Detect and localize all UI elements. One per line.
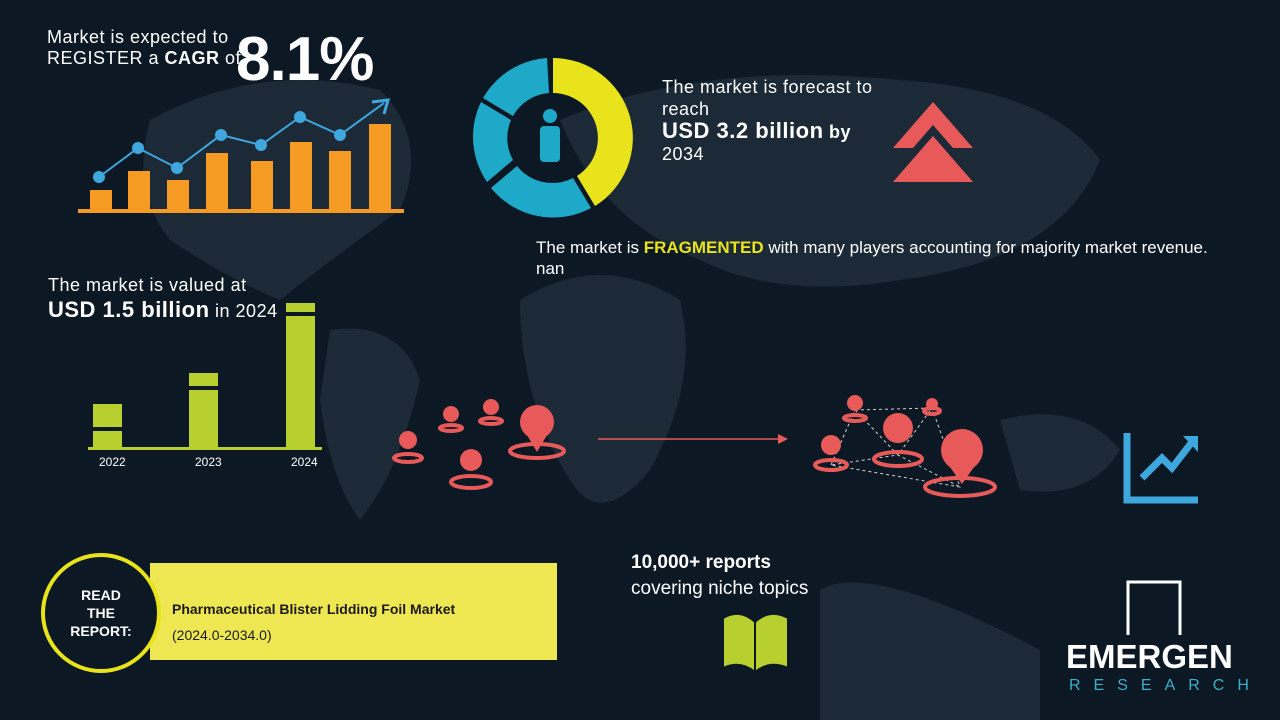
cagr-prefix: REGISTER a <box>47 48 165 68</box>
read-label: THE <box>87 605 115 621</box>
read-report-circle[interactable]: READ THE REPORT: <box>41 553 161 673</box>
year-label: 2024 <box>291 455 318 469</box>
forecast-by: by <box>823 122 852 142</box>
trend-up-icon <box>1123 433 1198 504</box>
donut-icon <box>473 58 633 218</box>
valued-suffix: in 2024 <box>209 301 278 321</box>
cagr-bar-chart-icon <box>78 98 404 213</box>
cagr-label: CAGR <box>164 48 220 68</box>
cagr-line2: REGISTER a CAGR of <box>47 48 241 69</box>
reports-line1: 10,000+ reports <box>631 552 771 573</box>
emergen-logo-mark <box>1126 580 1182 635</box>
valued-text: The market is valued at USD 1.5 billion … <box>48 274 278 322</box>
location-pins-left <box>392 416 566 490</box>
report-period: (2024.0-2034.0) <box>172 627 272 643</box>
fragmented-pre: The market is <box>536 238 644 257</box>
read-label: REPORT: <box>70 623 132 639</box>
year-label: 2022 <box>99 455 126 469</box>
fragmented-text: The market is FRAGMENTED with many playe… <box>536 237 1216 279</box>
read-label: READ <box>81 587 121 603</box>
fragmented-word: FRAGMENTED <box>643 238 764 257</box>
cagr-text: Market is expected to REGISTER a CAGR of <box>47 27 241 69</box>
forecast-line2: reach <box>662 99 710 119</box>
book-icon <box>722 612 789 675</box>
report-banner[interactable]: Pharmaceutical Blister Lidding Foil Mark… <box>150 563 557 660</box>
report-title[interactable]: Pharmaceutical Blister Lidding Foil Mark… <box>172 601 456 617</box>
double-chevron-up-icon <box>893 102 973 182</box>
forecast-amount: USD 3.2 billion <box>662 118 824 143</box>
network-pins-right <box>813 395 997 498</box>
valued-amount: USD 1.5 billion <box>48 297 210 322</box>
reports-line2: covering niche topics <box>631 578 809 599</box>
valued-bar-chart-icon <box>88 303 322 450</box>
forecast-year: 2034 <box>662 144 705 164</box>
fragmented-post: with many players accounting for majorit… <box>536 238 1208 278</box>
year-label: 2023 <box>195 455 222 469</box>
cagr-line1: Market is expected to <box>47 27 229 47</box>
forecast-text: The market is forecast to reach USD 3.2 … <box>662 76 873 165</box>
cagr-of: of <box>219 48 242 68</box>
cagr-value: 8.1% <box>236 25 374 94</box>
reports-text: 10,000+ reports covering niche topics <box>631 550 808 602</box>
valued-line1: The market is valued at <box>48 275 247 295</box>
logo-name: EMERGEN <box>1066 638 1233 675</box>
logo-sub: RESEARCH <box>1069 677 1262 694</box>
forecast-line1: The market is forecast to <box>662 77 873 97</box>
